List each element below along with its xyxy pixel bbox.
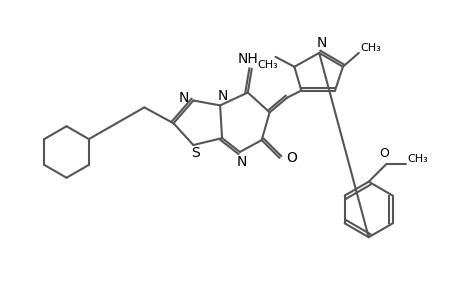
Text: CH₃: CH₃ — [257, 60, 277, 70]
Text: CH₃: CH₃ — [407, 154, 428, 164]
Text: NH: NH — [237, 52, 257, 66]
Text: S: S — [190, 146, 199, 160]
Text: CH₃: CH₃ — [359, 43, 380, 53]
Text: O: O — [285, 151, 296, 165]
Text: N: N — [236, 155, 246, 169]
Text: N: N — [178, 92, 188, 106]
Text: N: N — [218, 88, 228, 103]
Text: O: O — [379, 148, 389, 160]
Text: N: N — [316, 36, 327, 50]
